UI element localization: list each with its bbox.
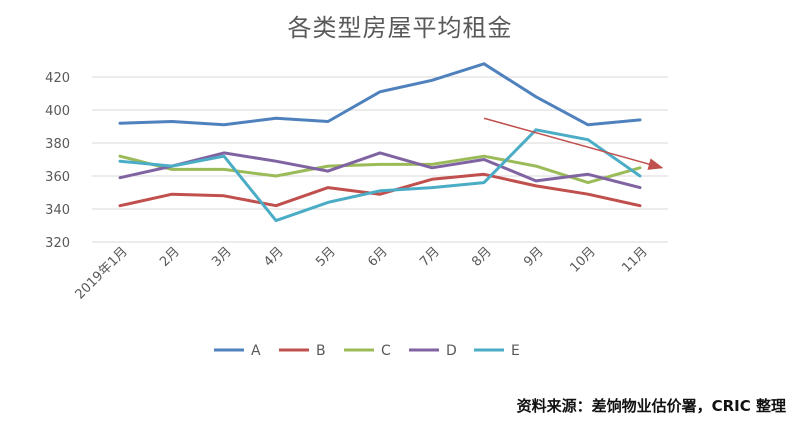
legend-label-E: E (511, 343, 520, 359)
x-tick-label: 8月 (469, 244, 495, 270)
y-tick-label: 320 (45, 236, 70, 251)
chart-title: 各类型房屋平均租金 (287, 14, 513, 42)
trend-arrow (483, 117, 664, 170)
series-line-E (118, 128, 642, 223)
x-tick-label: 11月 (619, 244, 650, 275)
y-tick-label: 420 (45, 71, 70, 86)
y-tick-label: 360 (45, 170, 70, 185)
legend-label-A: A (251, 343, 261, 359)
x-tick-label: 2月 (157, 244, 183, 270)
x-tick-label: 2019年1月 (73, 244, 131, 302)
x-tick-label: 4月 (261, 244, 287, 270)
x-tick-label: 9月 (521, 244, 547, 270)
legend-label-C: C (381, 343, 391, 359)
legend-label-D: D (446, 343, 457, 359)
series-line-C (118, 154, 642, 185)
x-tick-label: 10月 (567, 244, 598, 275)
series-line-A (118, 62, 642, 127)
x-tick-label: 7月 (417, 244, 443, 270)
legend-label-B: B (316, 343, 326, 359)
x-tick-label: 5月 (313, 244, 339, 270)
series-line-B (118, 172, 642, 208)
y-tick-label: 340 (45, 203, 70, 218)
source-note: 资料来源：差饷物业估价署，CRIC 整理 (516, 397, 786, 415)
x-tick-label: 3月 (209, 244, 235, 270)
y-tick-label: 380 (45, 137, 70, 152)
x-tick-label: 6月 (365, 244, 391, 270)
series-line-D (118, 151, 642, 190)
y-tick-label: 400 (45, 104, 70, 119)
